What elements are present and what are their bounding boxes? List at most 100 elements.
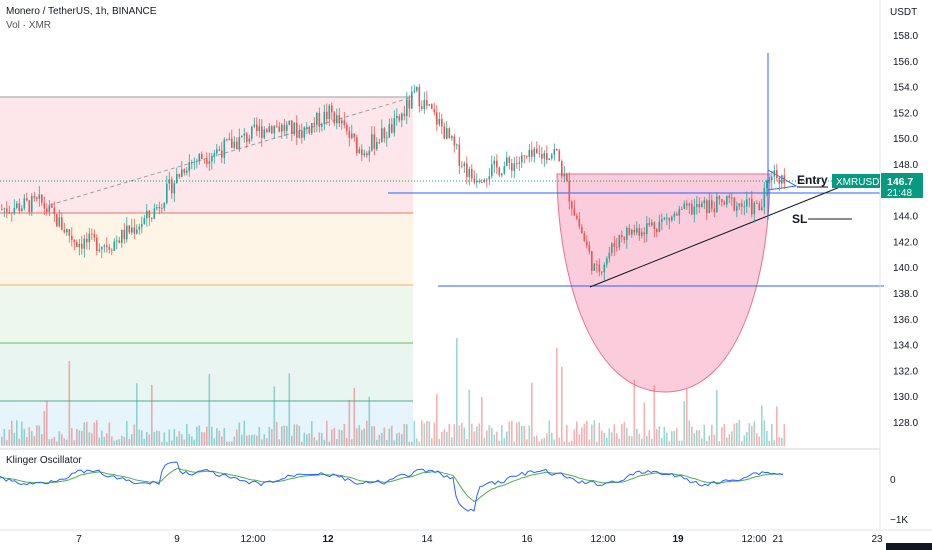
- volume-bar: [223, 428, 226, 446]
- volume-bar: [381, 432, 383, 446]
- volume-bar: [366, 420, 368, 446]
- volume-bar: [573, 429, 576, 446]
- volume-bar: [523, 425, 526, 446]
- volume-bar: [383, 427, 386, 446]
- candle-body: [213, 153, 216, 157]
- volume-bar: [393, 440, 396, 446]
- volume-bar: [778, 436, 781, 446]
- candle-body: [711, 200, 713, 209]
- candle-body: [436, 112, 438, 125]
- volume-bar: [156, 430, 158, 446]
- volume-bar: [601, 430, 603, 446]
- volume-bar: [686, 389, 688, 446]
- volume-bar: [543, 437, 546, 446]
- candle-body: [401, 113, 403, 121]
- candle-body: [508, 157, 511, 164]
- candle-body: [511, 163, 513, 171]
- candle-body: [761, 207, 763, 211]
- candle-body: [293, 122, 296, 135]
- candle-body: [136, 229, 138, 234]
- candle-body: [381, 128, 383, 143]
- candle-body: [318, 112, 321, 127]
- candle-body: [26, 198, 28, 201]
- candle-body: [131, 227, 133, 233]
- candle-body: [246, 133, 248, 142]
- volume-bar: [426, 421, 428, 446]
- time-tick: 12:00: [240, 534, 265, 545]
- candle-body: [261, 126, 263, 138]
- volume-bar: [211, 426, 213, 446]
- fib-band-3: [0, 285, 413, 343]
- candle-body: [533, 148, 536, 157]
- volume-bar: [51, 438, 53, 446]
- volume-bar: [693, 432, 696, 446]
- candle-body: [408, 99, 411, 109]
- volume-bar: [6, 440, 8, 446]
- candle-body: [153, 208, 156, 219]
- volume-bar: [536, 435, 538, 446]
- candle-body: [756, 202, 758, 204]
- volume-bar: [286, 426, 288, 446]
- candle-body: [358, 149, 361, 154]
- candle-body: [478, 180, 481, 182]
- candle-body: [241, 135, 243, 138]
- candle-body: [363, 153, 366, 156]
- candle-body: [506, 157, 508, 167]
- volume-bar: [528, 425, 531, 446]
- time-tick: 14: [421, 534, 433, 545]
- volume-bar: [611, 432, 613, 446]
- candle-body: [686, 203, 688, 206]
- price-tick: 154.0: [893, 83, 918, 94]
- candle-body: [731, 197, 733, 199]
- volume-bar: [423, 423, 426, 446]
- volume-bar: [488, 425, 491, 446]
- candle-body: [748, 198, 751, 200]
- volume-bar: [306, 434, 308, 446]
- volume-bar: [46, 401, 48, 446]
- candle-body: [353, 133, 356, 138]
- volume-bar: [261, 439, 263, 446]
- time-tick: 7: [76, 534, 82, 545]
- candle-body: [521, 155, 523, 163]
- price-tag-countdown: 21:48: [887, 188, 912, 199]
- volume-bar: [568, 441, 571, 446]
- volume-bar: [208, 374, 211, 446]
- volume-bar: [376, 439, 378, 446]
- volume-bar: [411, 441, 413, 446]
- candle-body: [696, 204, 698, 207]
- volume-bar: [348, 399, 351, 446]
- candle-body: [621, 235, 623, 238]
- volume-bar: [418, 441, 421, 446]
- candle-body: [196, 160, 198, 162]
- volume-bar: [328, 441, 331, 446]
- candle-body: [718, 196, 721, 200]
- candle-body: [46, 208, 48, 212]
- volume-bar: [691, 426, 693, 446]
- volume-bar: [708, 435, 711, 446]
- volume-bar: [73, 440, 76, 446]
- candle-body: [431, 104, 433, 110]
- volume-bar: [748, 423, 751, 446]
- volume-bar: [628, 435, 631, 446]
- osc-tick-zero: 0: [890, 475, 896, 486]
- volume-bar: [563, 441, 566, 446]
- volume-bar: [406, 424, 408, 446]
- candle-body: [698, 204, 701, 208]
- candle-body: [21, 208, 23, 211]
- candle-body: [513, 163, 516, 171]
- candle-body: [3, 208, 6, 210]
- volume-bar: [448, 423, 451, 446]
- volume-bar: [781, 438, 783, 446]
- candle-body: [518, 162, 521, 164]
- candle-body: [313, 123, 316, 125]
- candle-body: [603, 264, 606, 273]
- candle-body: [591, 251, 593, 271]
- volume-bar: [531, 382, 533, 446]
- candle-body: [768, 179, 771, 181]
- candle-body: [571, 201, 573, 209]
- volume-bar: [371, 426, 373, 446]
- candle-body: [298, 130, 301, 138]
- candle-body: [141, 223, 143, 227]
- volume-bar: [626, 427, 628, 446]
